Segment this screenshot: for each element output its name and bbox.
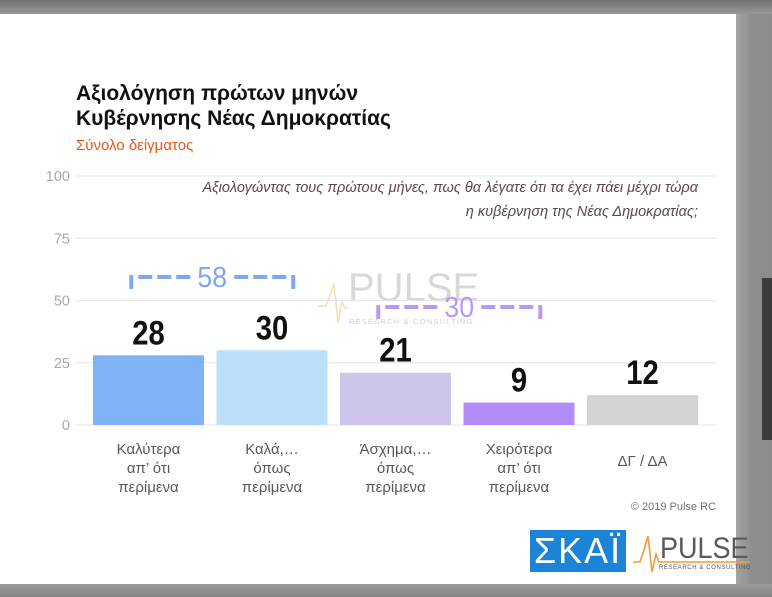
bar-value-label: 21 [379,331,412,370]
bracket-right-arm [481,305,543,321]
chart-subtitle: Σύνολο δείγματος [76,137,194,154]
x-category-label: Καλά,… όπως περίμενα [241,441,303,496]
x-category-label: ΔΓ / ΔΑ [617,453,668,470]
bar-value-label: 30 [256,308,289,347]
group-total-bracket: 30 [376,291,543,323]
bar-value-label: 12 [626,353,659,392]
y-tick-label: 100 [46,169,70,185]
watermark-name: PULSE [348,266,480,310]
heartbeat-icon [318,283,348,324]
y-tick-label: 50 [54,294,70,310]
bar [216,350,328,425]
bar [340,372,451,425]
bar [587,395,698,425]
watermark-tagline: RESEARCH & CONSULTING [349,317,474,326]
x-category-label: Καλύτερα απ’ ότι περίμενα [116,441,181,496]
bracket-right-arm [234,275,296,291]
bar [93,355,204,425]
window-frame-bottom [0,584,772,597]
y-tick-label: 75 [54,231,70,247]
y-tick-label: 25 [54,356,70,372]
pulse-logo-name: PULSE [660,532,749,565]
group-total-label: 30 [444,291,474,323]
skai-logo-text: ΣΚΑΪ [533,530,623,571]
pulse-logo: PULSE RESEARCH & CONSULTING [632,530,752,575]
pulse-logo-tagline: RESEARCH & CONSULTING [659,565,752,571]
x-category-label: Άσχημα,… όπως περίμενα [359,441,432,496]
window-frame-top [0,0,772,14]
skai-logo: ΣΚΑΪ [530,530,626,572]
x-category-label: Χειρότερα απ’ ότι περίμενα [485,441,553,496]
survey-question: Αξιολογώντας τους πρώτους μήνες, πως θα … [202,180,698,220]
bar-value-label: 9 [511,360,527,399]
chart-card [0,14,736,584]
heartbeat-icon [633,535,750,573]
bar [463,402,575,425]
copyright-notice: © 2019 Pulse RC [630,501,716,513]
bracket-left-arm [376,305,438,321]
bar-value-label: 28 [132,313,165,352]
chart-title: Αξιολόγηση πρώτων μηνών Κυβέρνησης Νέας … [76,82,391,130]
group-total-bracket: 58 [129,261,296,293]
scrollbar-thumb[interactable] [762,278,772,440]
pulse-watermark: PULSE RESEARCH & CONSULTING [318,268,483,330]
y-tick-label: 0 [62,418,70,434]
group-total-label: 58 [197,261,227,293]
bracket-left-arm [129,275,191,291]
